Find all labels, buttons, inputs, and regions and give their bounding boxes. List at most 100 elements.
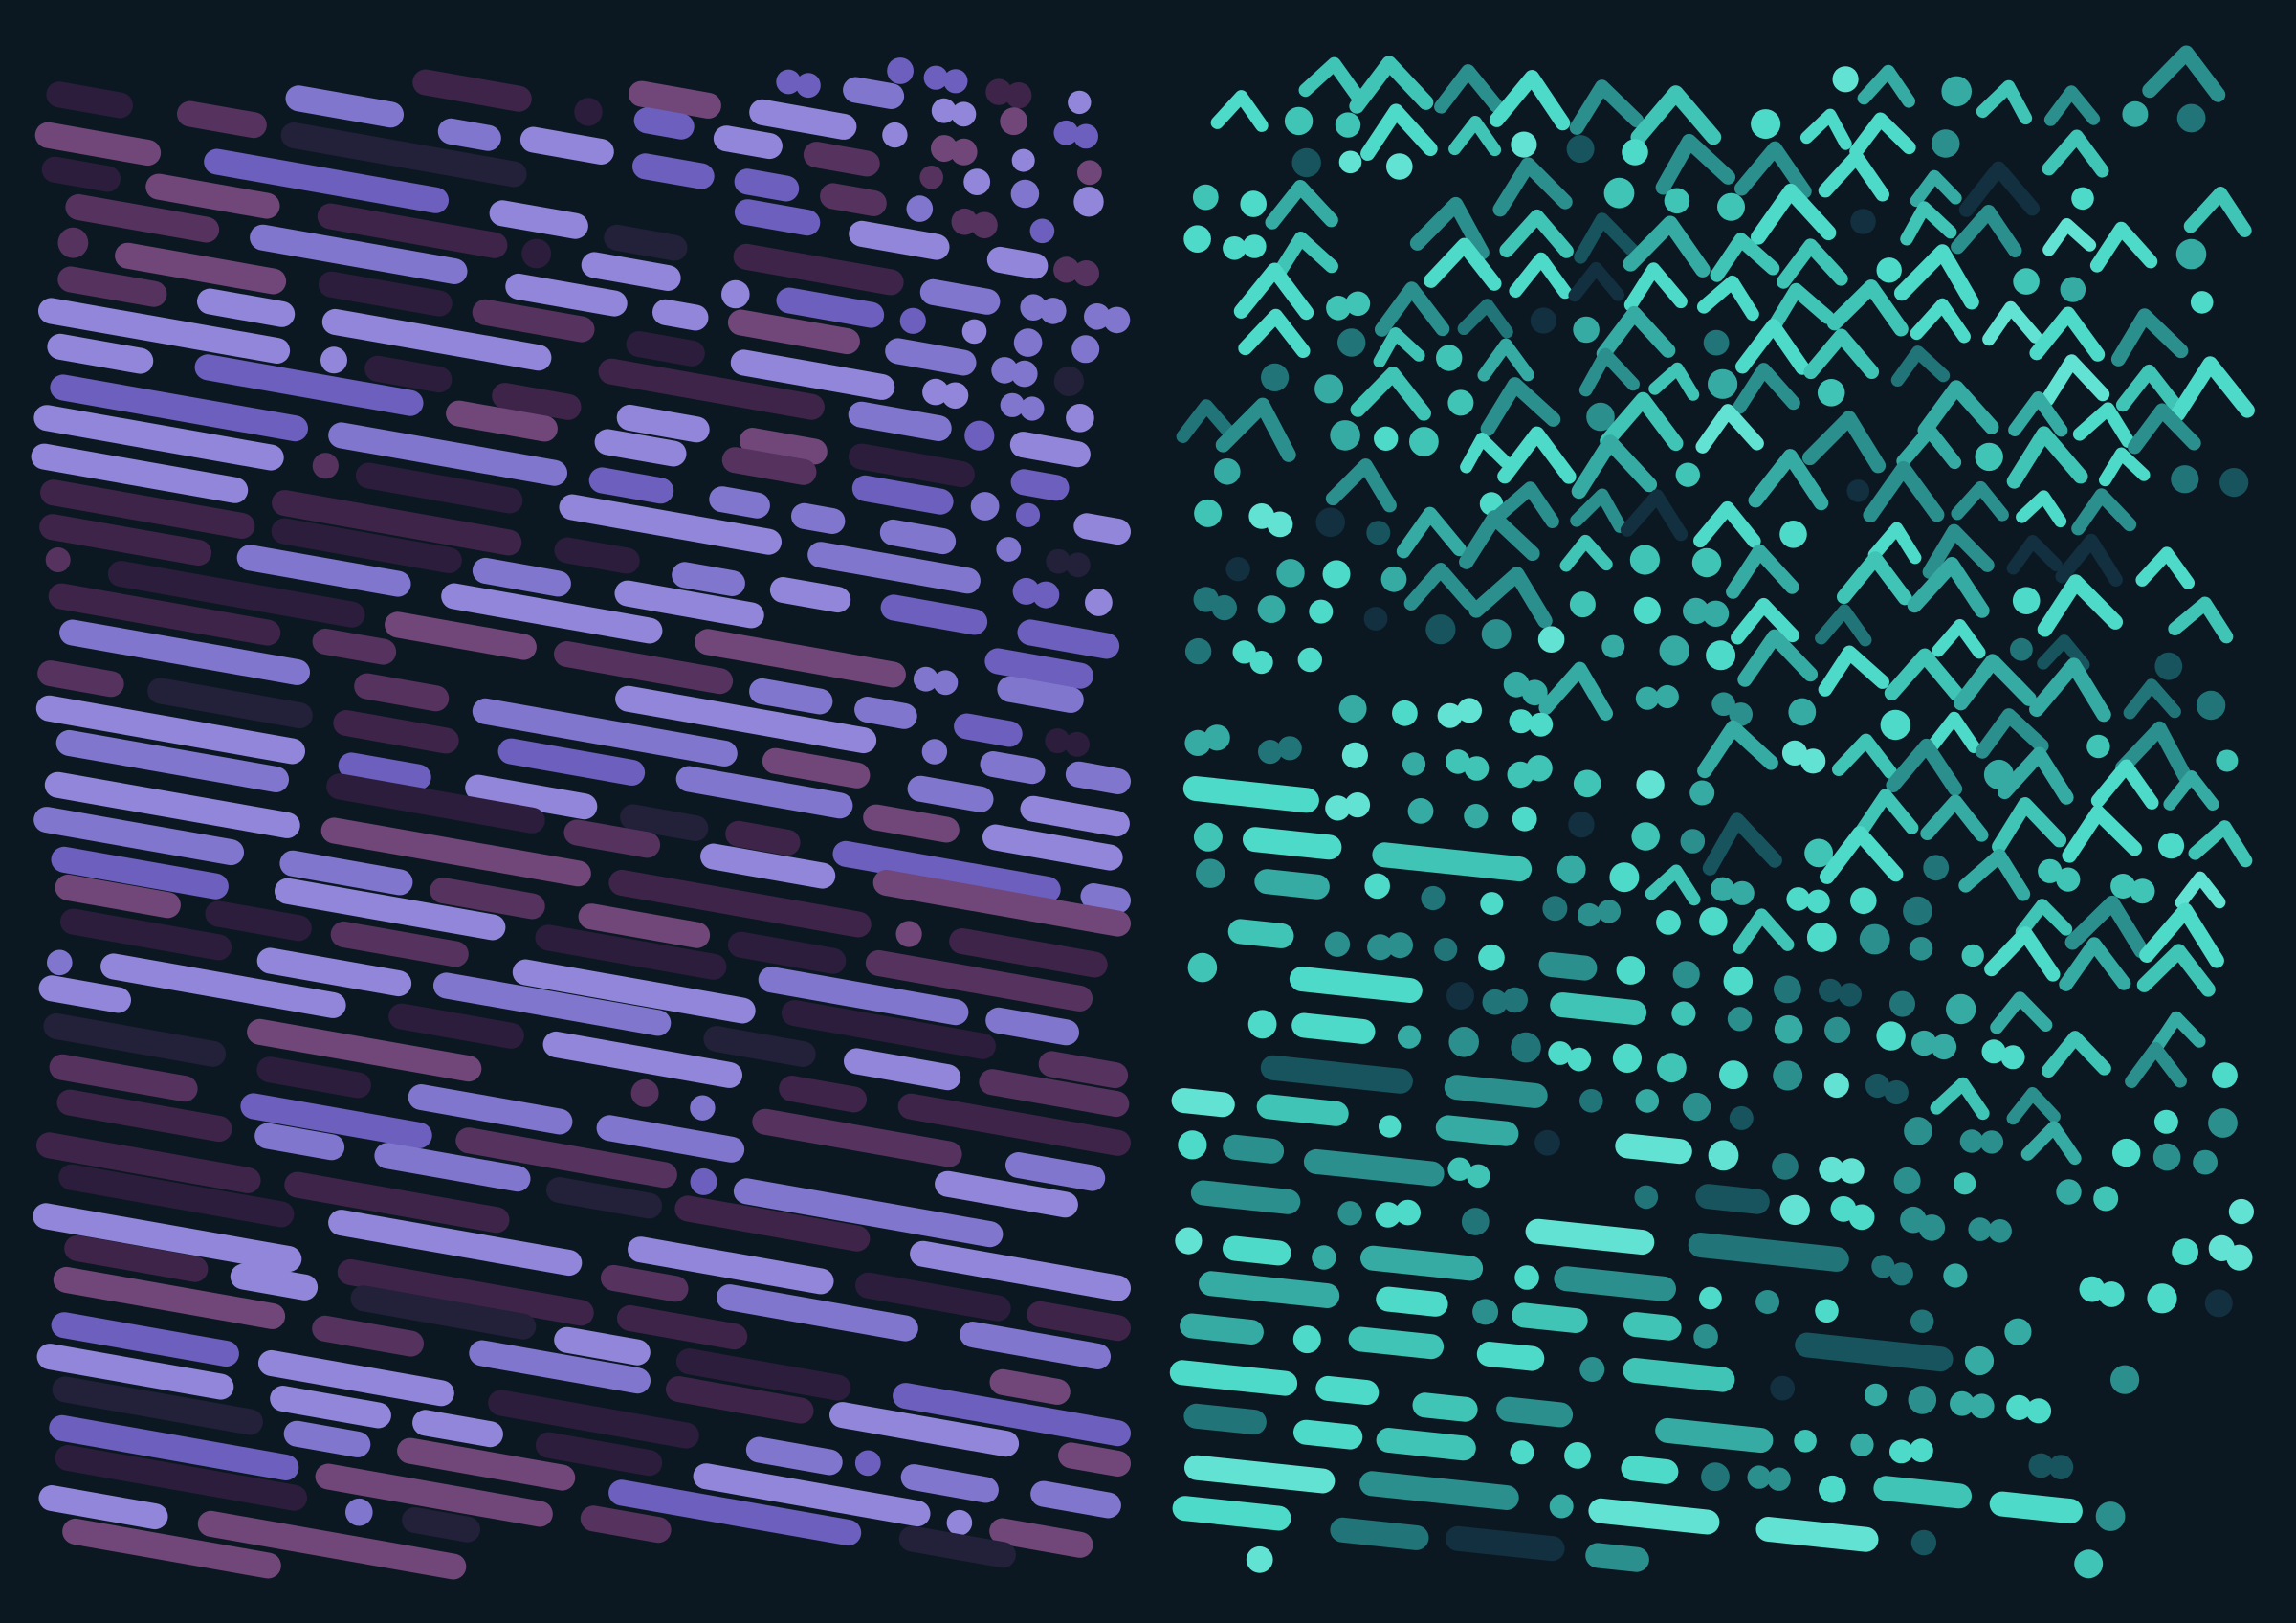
dash-shape — [1688, 1233, 1849, 1272]
dash-shape — [1621, 1456, 1679, 1484]
chevron-shape — [2175, 871, 2226, 909]
dash-shape — [791, 502, 846, 534]
chevron-shape — [2139, 902, 2224, 968]
dash-shape — [893, 1383, 1131, 1447]
dot-shape — [521, 238, 552, 269]
double-dot-shape — [971, 211, 998, 239]
double-dot-shape — [2048, 1455, 2074, 1479]
dash-shape — [41, 156, 121, 192]
dash-shape — [1695, 1184, 1770, 1214]
dash-shape — [33, 1203, 302, 1273]
chevron-shape — [1863, 460, 1945, 522]
chevron-shape — [1396, 506, 1467, 559]
dot-shape — [1194, 499, 1223, 527]
dot-shape — [946, 1509, 973, 1536]
dot-shape — [1461, 1208, 1490, 1235]
double-dot-shape — [1521, 679, 1548, 706]
chevron-shape — [1233, 262, 1314, 321]
dot-shape — [1680, 829, 1706, 854]
chevron-shape — [2183, 187, 2252, 237]
dot-shape — [2004, 1318, 2032, 1345]
dot-shape — [1379, 1115, 1402, 1138]
dot-shape — [996, 537, 1022, 562]
dash-shape — [1376, 1428, 1476, 1461]
dash-shape — [465, 774, 598, 820]
chevron-shape — [2170, 356, 2255, 422]
chevron-shape — [2029, 306, 2106, 362]
double-dot-shape — [1683, 597, 1710, 625]
chevron-shape — [1926, 711, 1980, 753]
dot-shape — [1772, 1153, 1799, 1180]
chevron-shape — [2125, 1041, 2187, 1089]
chevron-shape — [1409, 196, 1490, 260]
chevron-shape — [1748, 449, 1829, 511]
dash-shape — [580, 1505, 672, 1544]
dot-shape — [2010, 637, 2033, 661]
dash-shape — [204, 148, 449, 213]
dash-shape — [1020, 795, 1130, 837]
dash-shape — [546, 1177, 662, 1219]
dash-shape — [954, 713, 1023, 747]
dot-shape — [2208, 1108, 2238, 1138]
dash-shape — [388, 1003, 524, 1049]
dot-shape — [882, 122, 908, 148]
dot-shape — [1859, 923, 1890, 955]
dash-shape — [1199, 1271, 1340, 1308]
dot-shape — [1246, 1545, 1273, 1573]
dot-shape — [1755, 1290, 1780, 1314]
dash-shape — [38, 975, 131, 1013]
chevron-shape — [1818, 645, 1889, 697]
chevron-shape — [1349, 56, 1434, 114]
double-dot-shape — [1910, 1438, 1933, 1463]
dot-shape — [1178, 1130, 1207, 1160]
chevron-shape — [1459, 510, 1540, 569]
chevron-shape — [1867, 522, 1922, 565]
dash-shape — [100, 953, 346, 1018]
dot-shape — [1192, 184, 1219, 211]
dash-shape — [230, 1263, 319, 1301]
dash-shape — [674, 1195, 871, 1252]
dash-shape — [60, 908, 232, 961]
double-dot-shape — [991, 357, 1018, 384]
double-dot-shape — [1258, 740, 1283, 765]
dash-shape — [280, 122, 527, 188]
double-dot-shape — [1203, 724, 1230, 751]
dot-shape — [1909, 937, 1933, 961]
dash-shape — [455, 1127, 677, 1189]
dash-shape — [1180, 1313, 1264, 1345]
dash-shape — [1260, 1055, 1413, 1094]
dash-shape — [745, 1436, 843, 1476]
dot-shape — [1240, 190, 1267, 217]
chevron-shape — [1886, 738, 1963, 796]
dash-shape — [37, 660, 124, 698]
chevron-shape — [1826, 279, 1909, 337]
double-dot-shape — [1344, 792, 1371, 818]
chevron-shape — [1710, 233, 1780, 282]
dash-shape — [1038, 1051, 1129, 1089]
dash-shape — [985, 1007, 1079, 1046]
double-dot-shape — [1767, 1467, 1791, 1491]
dash-shape — [402, 1507, 480, 1543]
dash-shape — [315, 1463, 553, 1527]
dash-shape — [703, 1026, 816, 1067]
double-dot-shape — [1502, 987, 1528, 1013]
dot-shape — [1029, 218, 1055, 244]
dot-shape — [1447, 389, 1474, 416]
dash-shape — [489, 200, 588, 239]
dot-shape — [2190, 291, 2214, 314]
dot-shape — [1975, 442, 2003, 472]
double-dot-shape — [1578, 902, 1601, 927]
double-dot-shape — [1800, 748, 1826, 774]
dot-shape — [1409, 427, 1439, 456]
dot-shape — [1850, 1433, 1874, 1456]
dash-shape — [254, 1123, 345, 1161]
double-dot-shape — [1053, 256, 1080, 283]
chevron-shape — [1801, 411, 1887, 474]
double-dot-shape — [1526, 755, 1553, 782]
dash-shape — [354, 673, 450, 712]
dot-shape — [1436, 345, 1463, 371]
double-dot-shape — [1981, 1039, 2006, 1064]
double-dot-shape — [1747, 1465, 1771, 1489]
dot-shape — [2086, 734, 2110, 759]
dash-shape — [48, 583, 281, 646]
